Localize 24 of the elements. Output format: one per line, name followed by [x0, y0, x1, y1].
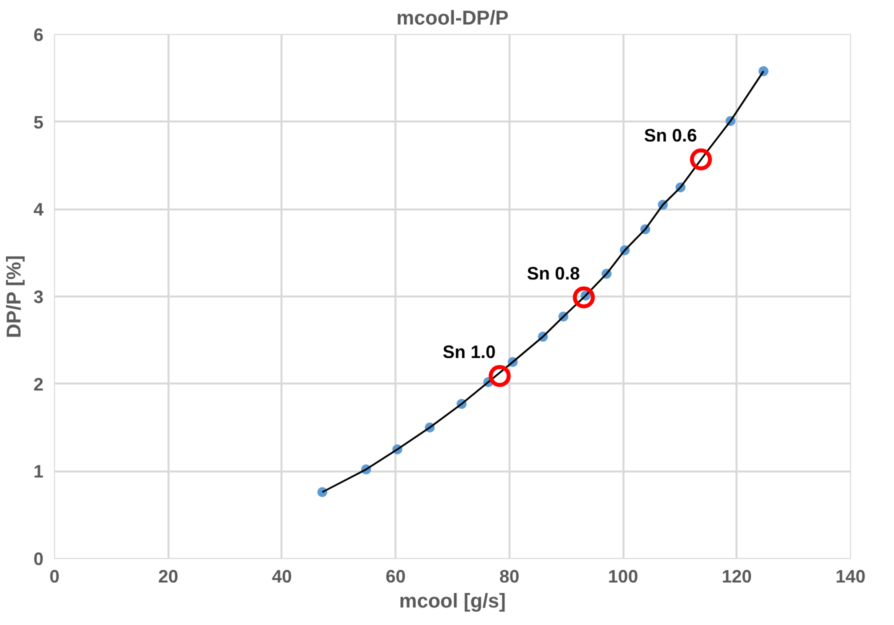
x-tick-label: 20	[158, 566, 178, 586]
annotation: Sn 0.6	[644, 125, 697, 146]
y-tick-label: 1	[33, 462, 44, 482]
point	[488, 364, 511, 387]
x-tick-label: 40	[272, 566, 292, 586]
x-tick-label: 0	[49, 566, 60, 586]
y-tick-label: 3	[33, 287, 44, 307]
x-tick-label: 60	[386, 566, 406, 586]
x-tick-label: 100	[608, 566, 638, 586]
y-tick-label: 6	[33, 25, 44, 45]
x-tick-label: 80	[499, 566, 520, 586]
y-axis-title: DP/P [%]	[3, 255, 26, 338]
x-tick-label: 120	[722, 566, 752, 586]
x-axis-title: mcool [g/s]	[399, 590, 506, 612]
annotation: Sn 1.0	[442, 342, 496, 362]
chart-title: mcool-DP/P	[396, 8, 509, 30]
y-tick-label: 5	[33, 112, 44, 132]
point	[572, 286, 595, 308]
x-tick-label: 140	[835, 566, 866, 586]
y-tick-label: 0	[33, 549, 44, 569]
y-tick-label: 4	[33, 200, 44, 220]
point	[690, 148, 712, 170]
y-tick-label: 2	[33, 374, 44, 394]
annotation: Sn 0.8	[526, 263, 580, 284]
